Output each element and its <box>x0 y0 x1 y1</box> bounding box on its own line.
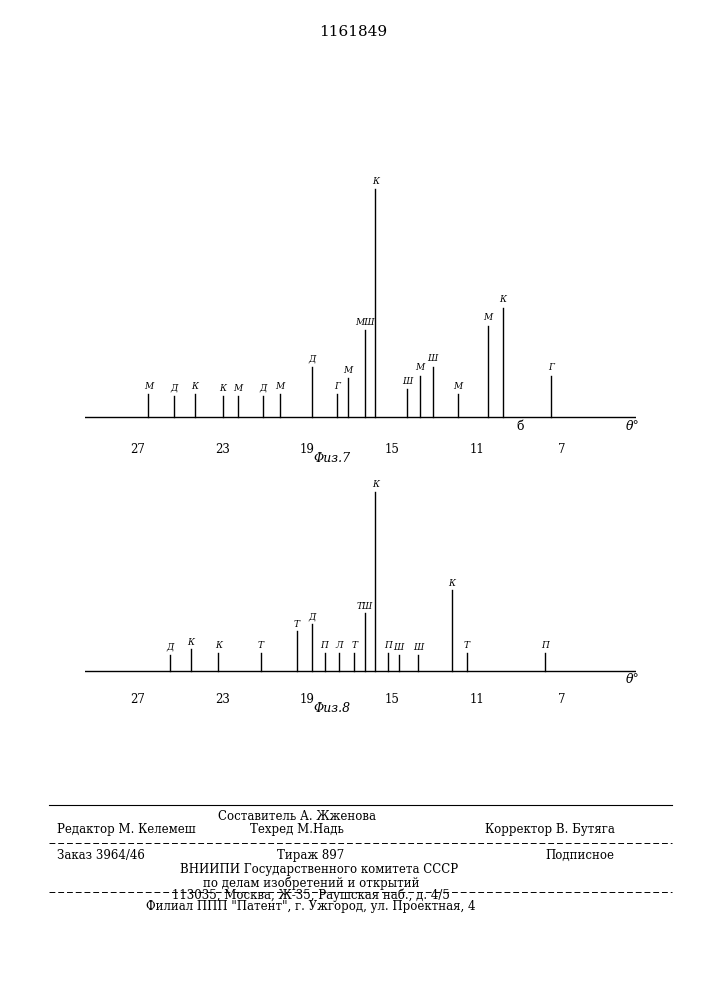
Text: Ш: Ш <box>428 354 438 363</box>
Text: П: П <box>384 641 392 650</box>
Text: М: М <box>233 384 243 393</box>
Text: К: К <box>187 638 194 647</box>
Text: К: К <box>448 579 455 588</box>
Text: М: М <box>415 363 425 372</box>
Text: Составитель А. Жженова: Составитель А. Жженова <box>218 810 376 823</box>
Text: К: К <box>219 384 226 393</box>
Text: Л: Л <box>336 641 343 650</box>
Text: 1161849: 1161849 <box>320 25 387 39</box>
Text: Филиал ППП "Патент", г. Ужгород, ул. Проектная, 4: Филиал ППП "Патент", г. Ужгород, ул. Про… <box>146 900 476 913</box>
Text: К: К <box>372 480 379 489</box>
Text: Подписное: Подписное <box>545 849 614 862</box>
Text: К: К <box>215 641 222 650</box>
Text: Д: Д <box>166 643 173 652</box>
Text: Ш: Ш <box>413 643 423 652</box>
Text: Д: Д <box>259 384 267 393</box>
Text: Φuз.8: Φuз.8 <box>314 702 351 715</box>
Text: ВНИИПИ Государственного комитета СССР: ВНИИПИ Государственного комитета СССР <box>165 863 457 876</box>
Text: б: б <box>516 420 524 433</box>
Text: Корректор В. Бутяга: Корректор В. Бутяга <box>485 823 615 836</box>
Text: Ш: Ш <box>402 377 412 386</box>
Text: Т: Т <box>464 641 469 650</box>
Text: Φuз.7: Φuз.7 <box>314 452 351 465</box>
Text: М: М <box>483 313 493 322</box>
Text: 113035, Москва, Ж-35, Раушская наб., д. 4/5: 113035, Москва, Ж-35, Раушская наб., д. … <box>172 889 450 902</box>
Text: θ°: θ° <box>626 420 639 433</box>
Text: ТШ: ТШ <box>357 602 373 611</box>
Text: К: К <box>499 295 506 304</box>
Text: Техред М.Надь: Техред М.Надь <box>250 823 344 836</box>
Text: М: М <box>453 382 463 391</box>
Text: М: М <box>144 382 153 391</box>
Text: Д: Д <box>308 613 315 622</box>
Text: М: М <box>275 382 285 391</box>
Text: Д: Д <box>170 384 177 393</box>
Text: К: К <box>372 177 379 186</box>
Text: Редактор М. Келемеш: Редактор М. Келемеш <box>57 823 195 836</box>
Text: Д: Д <box>308 354 315 363</box>
Text: П: П <box>320 641 329 650</box>
Text: Г: Г <box>549 363 554 372</box>
Text: Т: Т <box>351 641 357 650</box>
Text: Т: Т <box>294 620 300 629</box>
Text: Заказ 3964/46: Заказ 3964/46 <box>57 849 144 862</box>
Text: по делам изобретений и открытий: по делам изобретений и открытий <box>203 876 419 890</box>
Text: Ш: Ш <box>394 643 404 652</box>
Text: Тираж 897: Тираж 897 <box>277 849 345 862</box>
Text: Г: Г <box>334 382 340 391</box>
Text: К: К <box>192 382 199 391</box>
Text: П: П <box>541 641 549 650</box>
Text: МШ: МШ <box>355 318 375 327</box>
Text: М: М <box>343 366 353 375</box>
Text: Т: Т <box>258 641 264 650</box>
Text: θ°: θ° <box>626 673 639 686</box>
